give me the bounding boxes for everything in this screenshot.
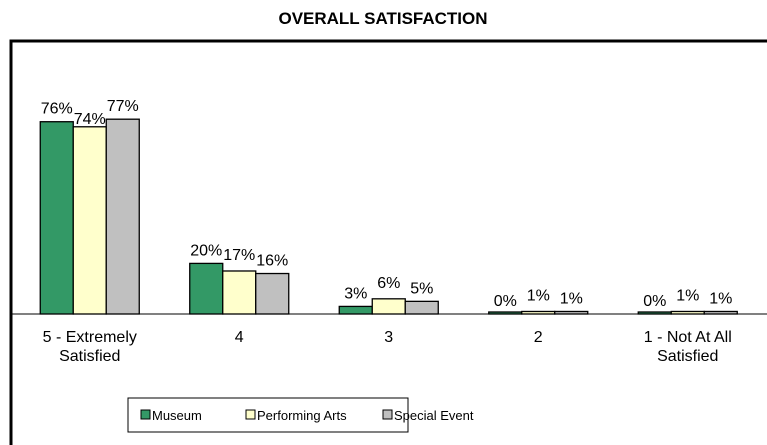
value-label: 76%: [41, 101, 73, 118]
bar: [404, 300, 439, 315]
value-label: 1%: [676, 287, 699, 304]
bar: [39, 121, 74, 315]
value-label: 74%: [74, 111, 106, 128]
bar: [189, 262, 224, 315]
chart-frame: [9, 39, 767, 445]
value-label: 20%: [190, 242, 222, 259]
legend-swatch: [382, 409, 393, 420]
x-tick-label: 2: [533, 329, 543, 346]
x-tick-label: 4: [234, 329, 244, 346]
legend-label: Performing Arts: [257, 408, 347, 423]
legend-label: Museum: [152, 408, 202, 423]
value-label: 77%: [107, 98, 139, 115]
bar: [338, 305, 373, 315]
value-label: 1%: [709, 290, 732, 307]
legend-label: Special Event: [394, 408, 474, 423]
value-label: 1%: [560, 290, 583, 307]
value-label: 0%: [494, 293, 517, 310]
legend-swatch: [245, 409, 256, 420]
bar: [222, 270, 257, 315]
bar: [371, 298, 406, 315]
value-label: 0%: [643, 293, 666, 310]
value-label: 17%: [223, 247, 255, 264]
value-label: 16%: [256, 253, 288, 270]
value-label: 6%: [377, 275, 400, 292]
value-label: 5%: [410, 280, 433, 297]
chart-title: OVERALL SATISFACTION: [278, 9, 487, 28]
bar: [72, 126, 107, 315]
bar: [255, 272, 290, 315]
x-tick-label: 1 - Not At All Satisfied: [643, 329, 732, 365]
value-label: 3%: [344, 285, 367, 302]
bar: [105, 118, 140, 315]
value-label: 1%: [527, 287, 550, 304]
legend-box: [127, 397, 409, 433]
legend-swatch: [140, 409, 151, 420]
x-tick-label: 5 - Extremely Satisfied: [42, 329, 137, 365]
x-tick-label: 3: [384, 329, 394, 346]
